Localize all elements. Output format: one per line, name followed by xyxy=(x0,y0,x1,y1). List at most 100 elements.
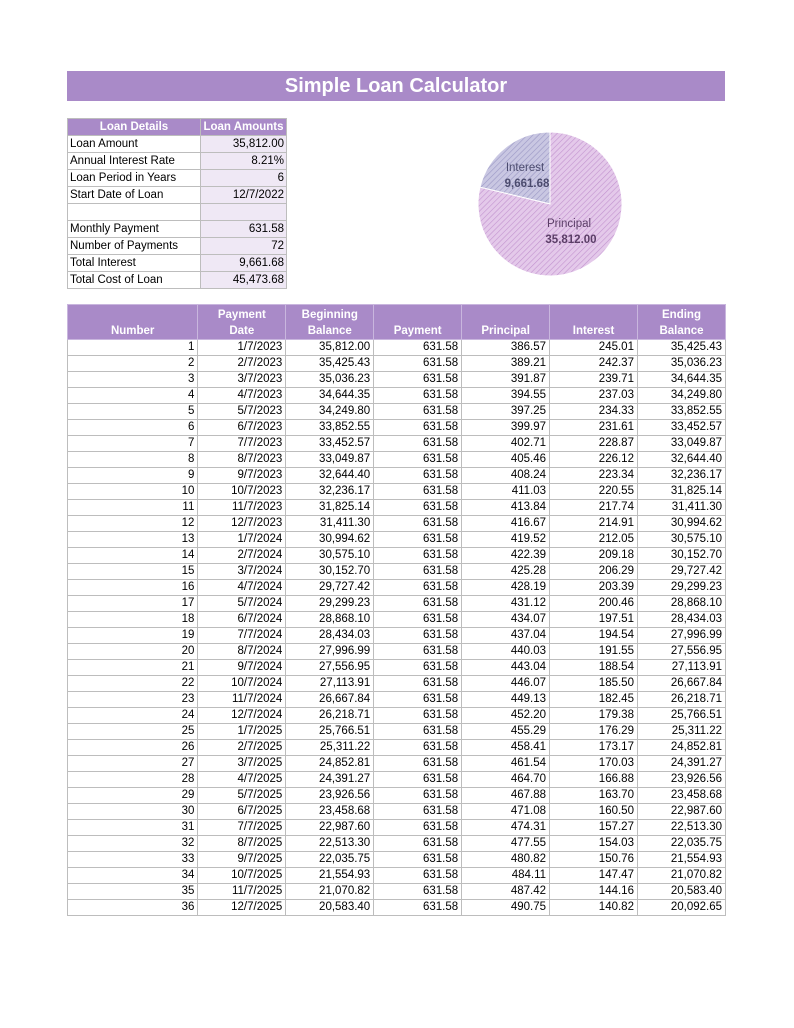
summary-blank-row xyxy=(67,203,287,221)
interest-rate-value[interactable]: 8.21% xyxy=(200,152,287,170)
num-payments-label: Number of Payments xyxy=(67,237,201,255)
beginning-balance-cell: 27,113.91 xyxy=(285,675,375,692)
payment-amount-cell: 631.58 xyxy=(373,675,463,692)
payment-amount-cell: 631.58 xyxy=(373,515,463,532)
header-begin-line2: Balance xyxy=(307,325,352,337)
payment-date-cell: 10/7/2025 xyxy=(197,867,287,884)
table-row: 24 12/7/2024 26,218.71 631.58 452.20 179.38 25… xyxy=(66,707,727,724)
payment-date-cell: 2/7/2023 xyxy=(197,355,287,372)
start-date-value[interactable]: 12/7/2022 xyxy=(200,186,287,204)
table-row: 34 10/7/2025 21,554.93 631.58 484.11 147.47 21… xyxy=(66,867,727,884)
beginning-balance-cell: 33,452.57 xyxy=(285,435,375,452)
interest-amount-cell: 209.18 xyxy=(549,547,638,564)
ending-balance-cell: 21,554.93 xyxy=(636,851,727,868)
principal-amount-cell: 405.46 xyxy=(461,451,551,468)
total-cost-value: 45,473.68 xyxy=(200,271,287,289)
payment-amount-cell: 631.58 xyxy=(373,883,463,900)
payment-amount-cell: 631.58 xyxy=(373,627,463,644)
payment-amount-cell: 631.58 xyxy=(373,867,463,884)
payment-date-cell: 11/7/2024 xyxy=(197,691,287,708)
payment-date-cell: 1/7/2024 xyxy=(197,531,287,548)
beginning-balance-cell: 29,299.23 xyxy=(285,595,375,612)
payment-number-cell: 10 xyxy=(66,483,199,500)
payment-amount-cell: 631.58 xyxy=(373,787,463,804)
header-principal: Principal xyxy=(461,304,551,340)
table-row: 32 8/7/2025 22,513.30 631.58 477.55 154.03 22,… xyxy=(66,835,727,852)
interest-amount-cell: 157.27 xyxy=(549,819,638,836)
ending-balance-cell: 30,152.70 xyxy=(636,547,727,564)
payment-date-cell: 5/7/2023 xyxy=(197,403,287,420)
interest-amount-cell: 173.17 xyxy=(549,739,638,756)
payment-number-cell: 1 xyxy=(66,339,199,356)
principal-amount-cell: 443.04 xyxy=(461,659,551,676)
ending-balance-cell: 20,092.65 xyxy=(636,899,727,916)
principal-amount-cell: 455.29 xyxy=(461,723,551,740)
beginning-balance-cell: 30,994.62 xyxy=(285,531,375,548)
principal-amount-cell: 425.28 xyxy=(461,563,551,580)
loan-amount-value[interactable]: 35,812.00 xyxy=(200,135,287,153)
interest-amount-cell: 194.54 xyxy=(549,627,638,644)
loan-period-value[interactable]: 6 xyxy=(200,169,287,187)
table-row: 3 3/7/2023 35,036.23 631.58 391.87 239.71 34,6… xyxy=(66,371,727,388)
principal-amount-cell: 464.70 xyxy=(461,771,551,788)
table-row: 28 4/7/2025 24,391.27 631.58 464.70 166.88 23,… xyxy=(66,771,727,788)
header-date-line1: Payment xyxy=(217,309,266,321)
ending-balance-cell: 28,434.03 xyxy=(636,611,727,628)
payment-amount-cell: 631.58 xyxy=(373,803,463,820)
table-row: 29 5/7/2025 23,926.56 631.58 467.88 163.70 23,… xyxy=(66,787,727,804)
ending-balance-cell: 22,513.30 xyxy=(636,819,727,836)
interest-amount-cell: 185.50 xyxy=(549,675,638,692)
summary-row-num-payments: Number of Payments 72 xyxy=(67,237,287,255)
interest-amount-cell: 206.29 xyxy=(549,563,638,580)
interest-amount-cell: 234.33 xyxy=(549,403,638,420)
interest-amount-cell: 226.12 xyxy=(549,451,638,468)
interest-amount-cell: 188.54 xyxy=(549,659,638,676)
total-cost-label: Total Cost of Loan xyxy=(67,271,201,289)
payment-number-cell: 21 xyxy=(66,659,199,676)
payment-amount-cell: 631.58 xyxy=(373,451,463,468)
principal-amount-cell: 471.08 xyxy=(461,803,551,820)
interest-amount-cell: 203.39 xyxy=(549,579,638,596)
ending-balance-cell: 28,868.10 xyxy=(636,595,727,612)
payment-amount-cell: 631.58 xyxy=(373,739,463,756)
beginning-balance-cell: 30,152.70 xyxy=(285,563,375,580)
payment-date-cell: 10/7/2024 xyxy=(197,675,287,692)
payment-number-cell: 4 xyxy=(66,387,199,404)
payment-number-cell: 35 xyxy=(66,883,199,900)
principal-amount-cell: 446.07 xyxy=(461,675,551,692)
beginning-balance-cell: 34,644.35 xyxy=(285,387,375,404)
principal-amount-cell: 434.07 xyxy=(461,611,551,628)
payment-amount-cell: 631.58 xyxy=(373,387,463,404)
payment-amount-cell: 631.58 xyxy=(373,851,463,868)
beginning-balance-cell: 21,070.82 xyxy=(285,883,375,900)
pie-value-interest: 9,661.68 xyxy=(505,178,550,190)
interest-amount-cell: 176.29 xyxy=(549,723,638,740)
loan-period-label: Loan Period in Years xyxy=(67,169,201,187)
payment-number-cell: 26 xyxy=(66,739,199,756)
schedule-header-row: Number Payment Date Beginning Balance Paym… xyxy=(66,304,727,340)
ending-balance-cell: 27,556.95 xyxy=(636,643,727,660)
interest-amount-cell: 237.03 xyxy=(549,387,638,404)
interest-amount-cell: 242.37 xyxy=(549,355,638,372)
payment-number-cell: 7 xyxy=(66,435,199,452)
principal-amount-cell: 477.55 xyxy=(461,835,551,852)
payment-number-cell: 15 xyxy=(66,563,199,580)
summary-header-details: Loan Details xyxy=(67,118,201,136)
payment-number-cell: 22 xyxy=(66,675,199,692)
header-interest-text: Interest xyxy=(572,325,615,337)
payment-date-cell: 8/7/2024 xyxy=(197,643,287,660)
payment-number-cell: 28 xyxy=(66,771,199,788)
pie-slice-principal xyxy=(477,131,623,277)
table-row: 36 12/7/2025 20,583.40 631.58 490.75 140.82 20… xyxy=(66,899,727,916)
beginning-balance-cell: 28,434.03 xyxy=(285,627,375,644)
beginning-balance-cell: 23,458.68 xyxy=(285,803,375,820)
payment-number-cell: 12 xyxy=(66,515,199,532)
ending-balance-cell: 34,644.35 xyxy=(636,371,727,388)
header-begin-line1: Beginning xyxy=(301,309,358,321)
ending-balance-cell: 25,766.51 xyxy=(636,707,727,724)
payment-date-cell: 6/7/2024 xyxy=(197,611,287,628)
pie-label-principal: Principal xyxy=(547,218,591,230)
header-interest: Interest xyxy=(549,304,638,340)
table-row: 11 11/7/2023 31,825.14 631.58 413.84 217.74 31… xyxy=(66,499,727,516)
table-row: 35 11/7/2025 21,070.82 631.58 487.42 144.16 20… xyxy=(66,883,727,900)
